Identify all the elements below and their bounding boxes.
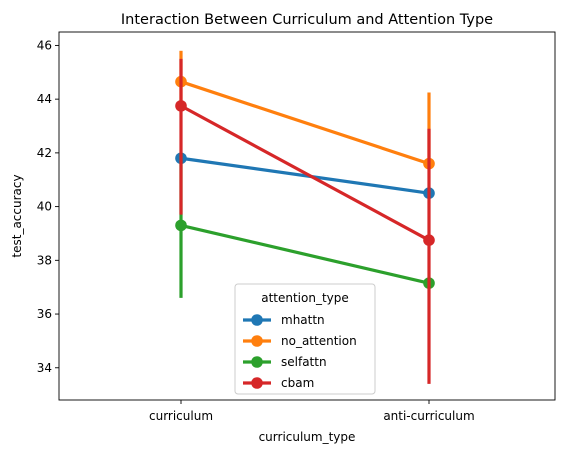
chart-title: Interaction Between Curriculum and Atten…	[121, 12, 493, 28]
y-axis-title: test_accuracy	[10, 174, 24, 257]
legend-marker-selfattn	[251, 356, 263, 368]
x-axis-title: curriculum_type	[259, 430, 356, 444]
point-cbam-1	[423, 234, 435, 246]
plot-frame	[58, 31, 556, 401]
point-selfattn-0	[175, 219, 187, 232]
y-tick-label-46: 46	[37, 38, 52, 52]
series-line-cbam	[179, 104, 431, 242]
x-tick-label-1: anti-curriculum	[383, 409, 474, 423]
series-line-no_attention	[179, 80, 431, 166]
point-cbam-0	[175, 100, 187, 112]
y-tick-label-36: 36	[37, 307, 52, 321]
series-line-selfattn	[179, 223, 431, 285]
legend-label-selfattn: selfattn	[281, 355, 327, 369]
legend-title: attention_type	[261, 291, 349, 305]
y-tick-label-34: 34	[37, 361, 52, 375]
x-tick-label-0: curriculum	[149, 409, 213, 423]
legend-marker-no_attention	[251, 335, 263, 347]
y-tick-label-44: 44	[37, 92, 52, 106]
y-tick-label-40: 40	[37, 200, 52, 214]
series-line-mhattn	[179, 156, 431, 195]
y-tick-label-38: 38	[37, 253, 52, 267]
legend-marker-mhattn	[251, 314, 263, 326]
legend-label-no_attention: no_attention	[281, 334, 357, 348]
legend-label-mhattn: mhattn	[281, 313, 325, 327]
y-tick-label-42: 42	[37, 146, 52, 160]
legend-box	[234, 283, 376, 395]
legend-marker-cbam	[251, 377, 263, 389]
series-cbam	[175, 58, 435, 384]
legend-label-cbam: cbam	[281, 376, 314, 390]
